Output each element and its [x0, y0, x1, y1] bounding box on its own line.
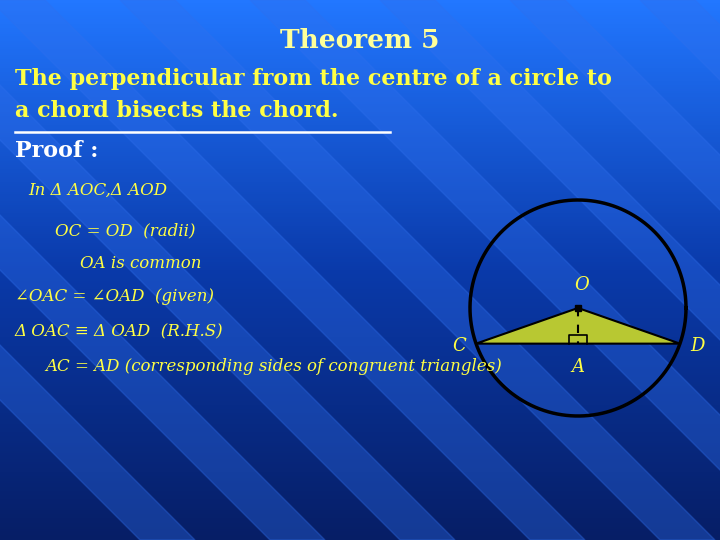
Polygon shape — [120, 0, 715, 540]
Text: A: A — [572, 357, 585, 376]
Text: The perpendicular from the centre of a circle to: The perpendicular from the centre of a c… — [15, 68, 612, 90]
Polygon shape — [0, 0, 195, 540]
Text: In Δ AOC,Δ AOD: In Δ AOC,Δ AOD — [28, 182, 167, 199]
Text: ∠OAC = ∠OAD  (given): ∠OAC = ∠OAD (given) — [15, 288, 214, 305]
Text: a chord bisects the chord.: a chord bisects the chord. — [15, 100, 338, 122]
Text: OA is common: OA is common — [80, 255, 202, 272]
Text: Δ OAC ≡ Δ OAD  (R.H.S): Δ OAC ≡ Δ OAD (R.H.S) — [15, 323, 224, 340]
Polygon shape — [0, 0, 585, 540]
Text: O: O — [575, 276, 590, 294]
Text: OC = OD  (radii): OC = OD (radii) — [55, 222, 196, 239]
Polygon shape — [380, 0, 720, 540]
Text: Proof :: Proof : — [15, 140, 99, 162]
Polygon shape — [640, 0, 720, 540]
Polygon shape — [0, 0, 455, 540]
Text: C: C — [452, 336, 466, 355]
Text: Theorem 5: Theorem 5 — [280, 28, 440, 53]
Text: D: D — [690, 336, 704, 355]
Polygon shape — [510, 0, 720, 540]
Polygon shape — [0, 0, 325, 540]
Polygon shape — [476, 308, 680, 343]
Text: AC = AD (corresponding sides of congruent triangles): AC = AD (corresponding sides of congruen… — [45, 358, 502, 375]
Polygon shape — [250, 0, 720, 540]
